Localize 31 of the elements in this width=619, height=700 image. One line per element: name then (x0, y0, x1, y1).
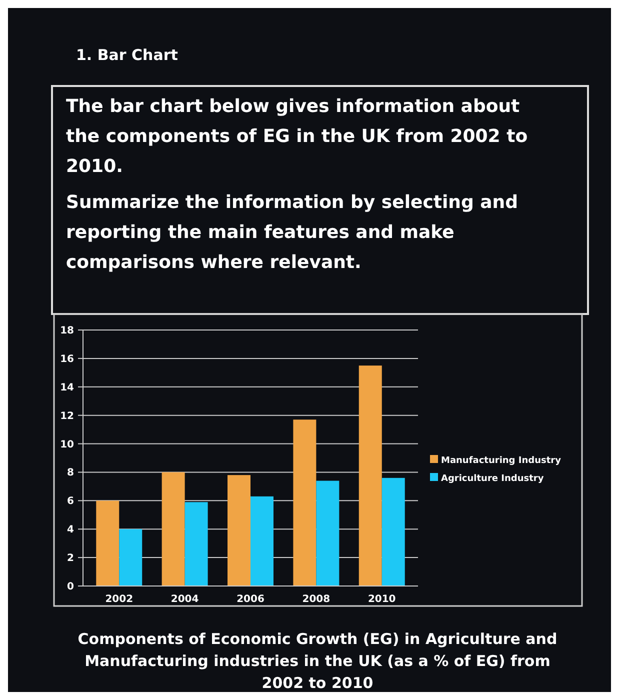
y-tick-label: 18 (60, 326, 74, 336)
text: 1. Bar Chart (76, 46, 178, 64)
y-tick-label: 10 (60, 439, 74, 450)
y-tick-label: 14 (60, 382, 74, 394)
y-tick-label: 4 (67, 524, 74, 536)
x-tick-label: 2002 (105, 594, 134, 605)
bar (358, 366, 382, 586)
y-tick-label: 12 (60, 410, 74, 422)
bar (96, 500, 120, 586)
bar (119, 529, 142, 586)
y-tick-label: 2 (67, 553, 74, 564)
bar (162, 472, 185, 586)
y-tick-label: 6 (67, 496, 74, 508)
text: Components of Economic Growth (EG) in Agriculture and Manufacturing industries in the UK (as a % of EG) from 2002 to 2010 (78, 630, 558, 692)
bar (250, 496, 274, 586)
bar (184, 502, 208, 586)
y-tick-label: 16 (60, 354, 74, 365)
x-tick-label: 2006 (236, 594, 264, 605)
y-tick-label: 8 (67, 468, 74, 479)
x-tick-label: 2010 (368, 594, 396, 605)
legend-label: Agriculture Industry (441, 474, 544, 484)
text: Summarize the information by selecting and reporting the main features and make comparisons where relevant. (66, 192, 518, 273)
bar (382, 478, 405, 586)
x-tick-label: 2008 (302, 594, 330, 605)
text: The bar chart below gives information about the components of EG in the UK from 2002 to 2010. (66, 96, 528, 177)
x-tick-label: 2004 (170, 594, 199, 605)
bar (228, 475, 250, 586)
bar (293, 420, 316, 586)
legend-label: Manufacturing Industry (441, 456, 562, 466)
bar (316, 480, 340, 586)
y-tick-label: 0 (67, 582, 74, 592)
